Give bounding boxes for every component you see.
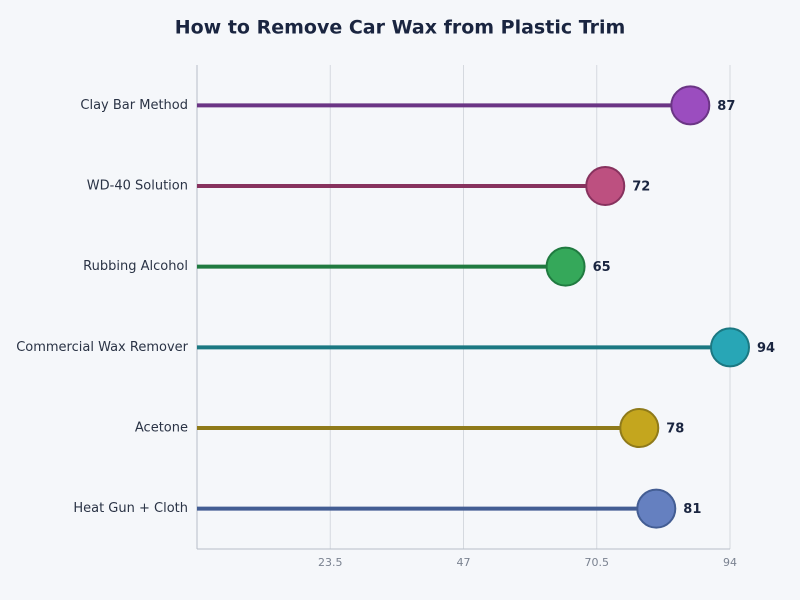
y-tick-label: Acetone xyxy=(135,421,188,436)
dot xyxy=(545,246,586,287)
value-label: 72 xyxy=(632,180,650,195)
dot xyxy=(636,488,677,529)
value-label: 81 xyxy=(683,502,701,517)
value-label: 94 xyxy=(757,341,775,356)
x-tick-label: 94 xyxy=(723,556,737,569)
x-tick-label: 23.5 xyxy=(318,556,343,569)
dot xyxy=(619,408,660,448)
y-tick-label: Heat Gun + Cloth xyxy=(73,501,188,516)
y-tick-label: Clay Bar Method xyxy=(80,98,188,113)
y-tick-label: WD-40 Solution xyxy=(87,179,188,194)
y-tick-label: Commercial Wax Remover xyxy=(16,340,188,355)
y-tick-label: Rubbing Alcohol xyxy=(83,259,188,274)
x-tick-label: 47 xyxy=(457,556,471,569)
x-tick-label: 70.5 xyxy=(585,556,610,569)
dot xyxy=(710,327,750,368)
value-label: 65 xyxy=(593,260,611,275)
value-label: 78 xyxy=(666,422,684,437)
dot xyxy=(585,166,626,206)
value-label: 87 xyxy=(717,99,735,114)
dot xyxy=(670,85,711,126)
chart-title: How to Remove Car Wax from Plastic Trim xyxy=(175,17,626,39)
